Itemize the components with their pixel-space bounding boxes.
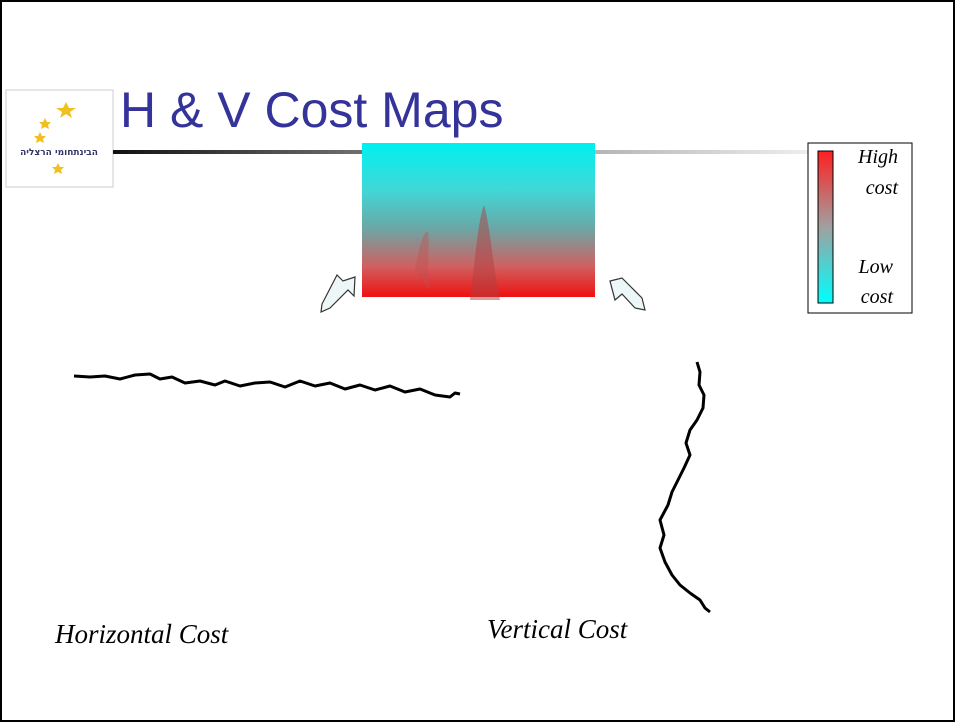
legend-bar [818,151,833,303]
logo: הבינתחומי הרצליה [6,90,113,187]
arrow [610,278,645,310]
logo-text: הבינתחומי הרצליה [20,148,98,158]
caption: Horizontal Cost [54,619,230,649]
slide: הבינתחומי הרצליה H & V Cost Maps High co… [0,0,955,722]
caption: Vertical Cost [487,614,629,644]
legend-label: cost [866,177,899,199]
arrow [321,275,355,312]
legend: High cost Low cost [808,143,912,313]
horizontal-path [74,374,460,397]
legend-label: Low [858,256,894,278]
legend-label: cost [861,286,894,308]
legend-label: High [857,146,898,168]
vertical-path [660,362,710,612]
cost-map [362,143,595,300]
slide-title: H & V Cost Maps [120,82,503,138]
